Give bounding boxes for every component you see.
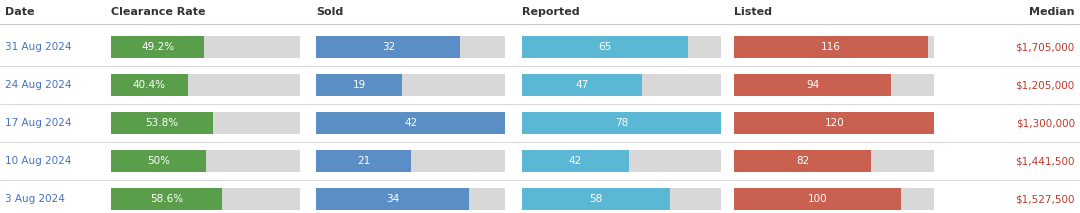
FancyBboxPatch shape bbox=[111, 36, 204, 58]
FancyBboxPatch shape bbox=[734, 74, 934, 96]
FancyBboxPatch shape bbox=[734, 150, 870, 172]
FancyBboxPatch shape bbox=[734, 150, 934, 172]
FancyBboxPatch shape bbox=[734, 112, 934, 134]
Text: 78: 78 bbox=[615, 118, 629, 128]
Text: 17 Aug 2024: 17 Aug 2024 bbox=[5, 118, 72, 128]
Text: 31 Aug 2024: 31 Aug 2024 bbox=[5, 42, 72, 52]
FancyBboxPatch shape bbox=[316, 36, 460, 58]
FancyBboxPatch shape bbox=[111, 112, 300, 134]
FancyBboxPatch shape bbox=[734, 74, 891, 96]
Text: 42: 42 bbox=[404, 118, 418, 128]
FancyBboxPatch shape bbox=[316, 188, 505, 210]
FancyBboxPatch shape bbox=[522, 188, 721, 210]
Text: 10 Aug 2024: 10 Aug 2024 bbox=[5, 156, 71, 166]
FancyBboxPatch shape bbox=[316, 150, 505, 172]
Text: 100: 100 bbox=[808, 194, 827, 204]
FancyBboxPatch shape bbox=[522, 36, 688, 58]
Text: 24 Aug 2024: 24 Aug 2024 bbox=[5, 80, 72, 90]
Text: 58.6%: 58.6% bbox=[150, 194, 184, 204]
FancyBboxPatch shape bbox=[522, 112, 721, 134]
Text: 65: 65 bbox=[598, 42, 611, 52]
Text: Reported: Reported bbox=[522, 7, 579, 17]
FancyBboxPatch shape bbox=[316, 112, 505, 134]
FancyBboxPatch shape bbox=[522, 150, 630, 172]
FancyBboxPatch shape bbox=[522, 188, 671, 210]
FancyBboxPatch shape bbox=[734, 188, 901, 210]
FancyBboxPatch shape bbox=[316, 74, 402, 96]
Text: $1,527,500: $1,527,500 bbox=[1015, 194, 1075, 204]
Text: $1,441,500: $1,441,500 bbox=[1015, 156, 1075, 166]
Text: 42: 42 bbox=[569, 156, 582, 166]
Text: 32: 32 bbox=[382, 42, 395, 52]
Text: 58: 58 bbox=[590, 194, 603, 204]
Text: 21: 21 bbox=[357, 156, 370, 166]
FancyBboxPatch shape bbox=[111, 150, 205, 172]
Text: Date: Date bbox=[5, 7, 35, 17]
FancyBboxPatch shape bbox=[316, 74, 505, 96]
FancyBboxPatch shape bbox=[734, 36, 928, 58]
FancyBboxPatch shape bbox=[111, 188, 300, 210]
Text: 49.2%: 49.2% bbox=[141, 42, 174, 52]
FancyBboxPatch shape bbox=[316, 112, 505, 134]
FancyBboxPatch shape bbox=[522, 74, 721, 96]
Text: 120: 120 bbox=[824, 118, 845, 128]
FancyBboxPatch shape bbox=[111, 188, 222, 210]
Text: Median: Median bbox=[1029, 7, 1075, 17]
FancyBboxPatch shape bbox=[734, 188, 934, 210]
Text: Clearance Rate: Clearance Rate bbox=[111, 7, 205, 17]
Text: $1,300,000: $1,300,000 bbox=[1015, 118, 1075, 128]
Text: Listed: Listed bbox=[734, 7, 772, 17]
Text: 82: 82 bbox=[796, 156, 809, 166]
Text: $1,705,000: $1,705,000 bbox=[1015, 42, 1075, 52]
Text: 47: 47 bbox=[576, 80, 589, 90]
Text: 40.4%: 40.4% bbox=[133, 80, 166, 90]
FancyBboxPatch shape bbox=[522, 112, 721, 134]
FancyBboxPatch shape bbox=[111, 74, 300, 96]
Text: 50%: 50% bbox=[147, 156, 170, 166]
FancyBboxPatch shape bbox=[111, 112, 213, 134]
FancyBboxPatch shape bbox=[522, 150, 721, 172]
FancyBboxPatch shape bbox=[522, 36, 721, 58]
FancyBboxPatch shape bbox=[316, 36, 505, 58]
FancyBboxPatch shape bbox=[734, 36, 934, 58]
FancyBboxPatch shape bbox=[316, 188, 470, 210]
FancyBboxPatch shape bbox=[734, 112, 934, 134]
Text: 3 Aug 2024: 3 Aug 2024 bbox=[5, 194, 65, 204]
FancyBboxPatch shape bbox=[111, 74, 188, 96]
FancyBboxPatch shape bbox=[111, 150, 300, 172]
Text: 19: 19 bbox=[352, 80, 366, 90]
Text: 116: 116 bbox=[821, 42, 841, 52]
Text: 34: 34 bbox=[387, 194, 400, 204]
FancyBboxPatch shape bbox=[316, 150, 410, 172]
Text: 53.8%: 53.8% bbox=[146, 118, 178, 128]
Text: Sold: Sold bbox=[316, 7, 343, 17]
Text: $1,205,000: $1,205,000 bbox=[1015, 80, 1075, 90]
FancyBboxPatch shape bbox=[522, 74, 642, 96]
FancyBboxPatch shape bbox=[111, 36, 300, 58]
Text: 94: 94 bbox=[806, 80, 820, 90]
